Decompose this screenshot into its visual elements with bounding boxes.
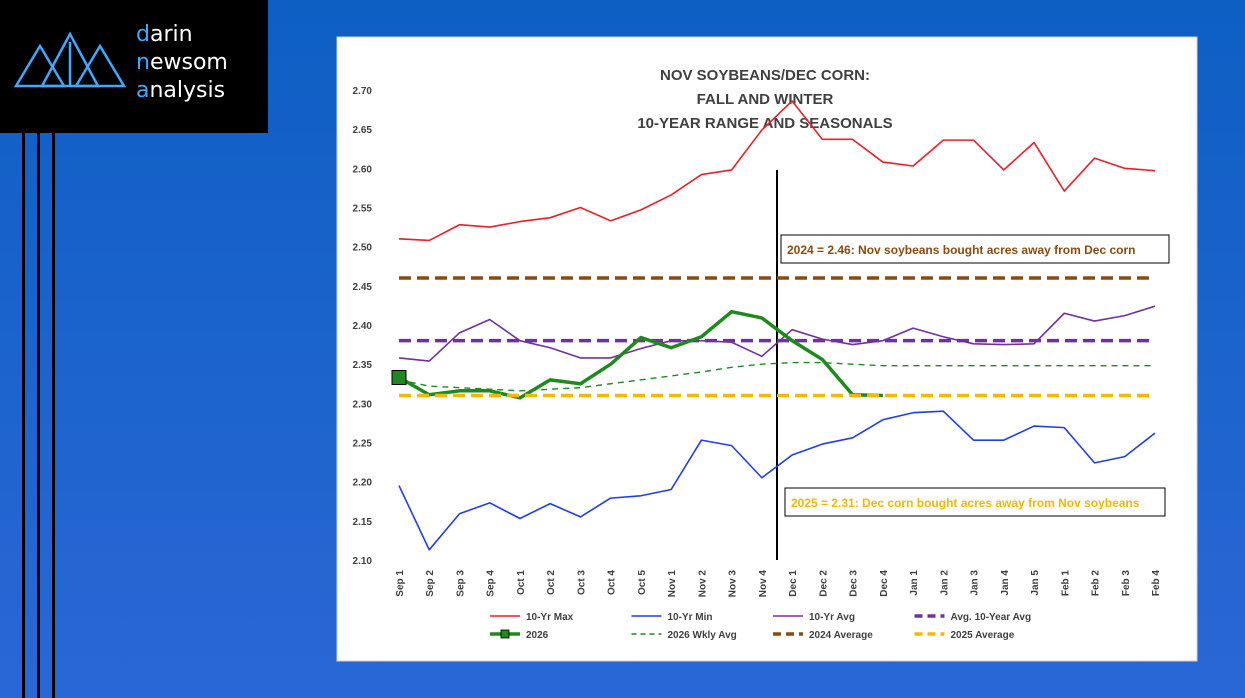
x-tick-label: Sep 2 bbox=[425, 570, 436, 597]
x-tick-label: Dec 3 bbox=[849, 570, 860, 597]
legend-marker bbox=[500, 629, 510, 639]
y-tick-label: 2.60 bbox=[353, 164, 373, 175]
x-tick-label: Jan 5 bbox=[1030, 570, 1041, 596]
x-tick-label: Nov 1 bbox=[667, 570, 678, 598]
x-tick-label: Feb 4 bbox=[1151, 570, 1162, 597]
x-tick-label: Feb 3 bbox=[1121, 570, 1132, 597]
legend-label: 10-Yr Max bbox=[526, 612, 574, 623]
x-tick-label: Dec 4 bbox=[879, 570, 890, 597]
decor-bar bbox=[22, 133, 25, 698]
logo-icon bbox=[13, 31, 127, 88]
x-tick-label: Oct 2 bbox=[546, 570, 557, 595]
y-tick-label: 2.45 bbox=[353, 282, 373, 293]
x-tick-label: Feb 1 bbox=[1060, 570, 1071, 597]
x-tick-label: Oct 5 bbox=[637, 570, 648, 595]
legend-label: 10-Yr Min bbox=[668, 612, 713, 623]
y-tick-label: 2.20 bbox=[353, 478, 373, 489]
legend-label: 10-Yr Avg bbox=[809, 612, 855, 623]
chart-title: 10-YEAR RANGE AND SEASONALS bbox=[637, 115, 892, 132]
decor-bar bbox=[52, 133, 55, 698]
x-tick-label: Nov 3 bbox=[728, 570, 739, 598]
x-tick-label: Dec 1 bbox=[788, 570, 799, 597]
annotation: 2024 = 2.46: Nov soybeans bought acres a… bbox=[787, 243, 1135, 257]
x-tick-label: Oct 3 bbox=[576, 570, 587, 595]
x-tick-label: Nov 2 bbox=[697, 570, 708, 598]
x-tick-label: Jan 1 bbox=[909, 570, 920, 596]
y-tick-label: 2.10 bbox=[353, 556, 373, 567]
chart-title: NOV SOYBEANS/DEC CORN: bbox=[660, 67, 870, 84]
x-tick-label: Nov 4 bbox=[758, 570, 769, 598]
x-tick-label: Oct 4 bbox=[607, 570, 618, 595]
annotation-box bbox=[780, 234, 1170, 264]
x-tick-label: Sep 1 bbox=[395, 570, 406, 597]
logo: darin newsom analysis bbox=[0, 0, 268, 133]
y-tick-label: 2.50 bbox=[353, 243, 373, 254]
logo-word: newsom bbox=[136, 50, 228, 75]
x-tick-label: Dec 2 bbox=[818, 570, 829, 597]
decor-bar bbox=[37, 133, 40, 698]
x-tick-label: Jan 3 bbox=[970, 570, 981, 596]
y-tick-label: 2.15 bbox=[353, 517, 373, 528]
x-tick-label: Jan 4 bbox=[1000, 570, 1011, 596]
legend-label: Avg. 10-Year Avg bbox=[951, 612, 1032, 623]
y-tick-label: 2.65 bbox=[353, 125, 373, 136]
x-tick-label: Sep 3 bbox=[455, 570, 466, 597]
x-tick-label: Feb 2 bbox=[1091, 570, 1102, 597]
legend-label: 2025 Average bbox=[951, 630, 1015, 641]
legend-label: 2026 bbox=[526, 630, 549, 641]
legend-label: 2026 Wkly Avg bbox=[668, 630, 737, 641]
series-line bbox=[398, 361, 1155, 392]
x-tick-label: Sep 4 bbox=[486, 570, 497, 597]
series-line bbox=[398, 410, 1156, 551]
y-tick-label: 2.70 bbox=[353, 86, 373, 97]
annotation-box bbox=[784, 487, 1166, 517]
y-tick-label: 2.25 bbox=[353, 439, 373, 450]
y-tick-label: 2.55 bbox=[353, 204, 373, 215]
y-tick-label: 2.30 bbox=[353, 399, 373, 410]
series-line bbox=[398, 100, 1156, 242]
x-tick-label: Oct 1 bbox=[516, 570, 527, 595]
logo-word: analysis bbox=[136, 78, 226, 103]
chart-title: FALL AND WINTER bbox=[697, 91, 834, 108]
series-marker bbox=[391, 369, 407, 385]
logo-word: darin bbox=[136, 22, 193, 47]
y-tick-label: 2.35 bbox=[353, 360, 373, 371]
x-tick-label: Jan 2 bbox=[939, 570, 950, 596]
y-tick-label: 2.40 bbox=[353, 321, 373, 332]
annotation: 2025 = 2.31: Dec corn bought acres away … bbox=[791, 496, 1140, 510]
legend-label: 2024 Average bbox=[809, 630, 873, 641]
series-line bbox=[398, 309, 883, 400]
chart-panel bbox=[336, 36, 1198, 662]
